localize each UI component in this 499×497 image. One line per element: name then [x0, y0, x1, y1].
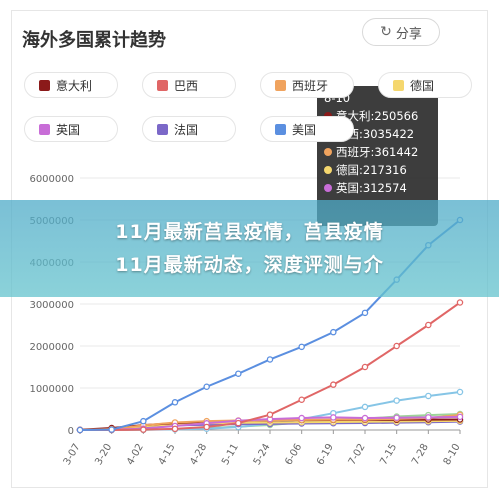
data-point: [171, 425, 179, 433]
series-line: [80, 301, 461, 431]
x-tick-label: 4-02: [125, 442, 146, 467]
tooltip-dot: [324, 184, 332, 192]
legend-item[interactable]: 意大利: [24, 72, 118, 98]
data-point: [330, 328, 337, 336]
data-point: [235, 419, 242, 427]
tooltip-text: 德国:217316: [336, 163, 407, 177]
legend-swatch: [275, 123, 286, 135]
data-point: [203, 423, 210, 431]
data-point: [140, 417, 147, 425]
legend-item[interactable]: 美国: [260, 116, 354, 142]
y-tick-label: 6000000: [29, 174, 74, 185]
legend-item[interactable]: 法国: [142, 116, 236, 142]
data-point: [298, 396, 305, 404]
x-tick-label: 3-07: [62, 442, 83, 467]
y-tick-label: 3000000: [29, 300, 74, 311]
y-tick-label: 1000000: [29, 384, 74, 395]
data-point: [108, 426, 115, 433]
banner-line-1: 11月最新莒县疫情，莒县疫情: [115, 221, 384, 243]
x-tick-label: 6-19: [315, 442, 336, 467]
x-tick-label: 4-28: [188, 442, 209, 467]
legend-swatch: [275, 79, 286, 91]
share-icon: ↻: [380, 24, 392, 40]
data-point: [171, 399, 179, 406]
data-point: [456, 388, 464, 396]
x-tick-label: 3-20: [93, 442, 114, 467]
legend-item[interactable]: 西班牙: [260, 72, 354, 98]
legend-swatch: [157, 123, 168, 135]
data-point: [203, 383, 210, 390]
data-point: [393, 342, 400, 350]
x-tick-label: 8-10: [442, 442, 463, 467]
legend-swatch: [157, 79, 168, 91]
x-tick-label: 5-24: [252, 442, 273, 467]
tooltip-text: 西班牙:361442: [336, 145, 419, 159]
data-point: [330, 381, 337, 388]
y-tick-label: 0: [68, 426, 74, 437]
legend-label: 英国: [56, 122, 81, 137]
data-point: [361, 363, 369, 371]
tooltip-row: 西班牙:361442: [324, 143, 431, 161]
legend-swatch: [393, 79, 404, 91]
tooltip-dot: [324, 148, 332, 156]
data-point: [235, 370, 242, 377]
tooltip-text: 巴西:3035422: [336, 127, 415, 141]
legend-swatch: [39, 79, 50, 91]
x-tick-label: 4-15: [157, 442, 178, 467]
overlay-banner: 11月最新莒县疫情，莒县疫情 11月最新动态，深度评测与介: [0, 200, 499, 297]
data-point: [456, 299, 464, 306]
chart-title: 海外多国累计趋势: [22, 30, 166, 51]
legend-label: 巴西: [174, 78, 199, 93]
share-label: 分享: [395, 26, 422, 42]
y-tick-label: 2000000: [29, 342, 74, 353]
data-point: [393, 397, 400, 404]
x-tick-label: 7-15: [378, 442, 399, 467]
legend-label: 西班牙: [292, 78, 329, 93]
data-point: [361, 403, 369, 411]
data-point: [361, 309, 369, 317]
data-point: [298, 414, 305, 422]
legend-label: 法国: [174, 122, 199, 137]
tooltip-row: 英国:312574: [324, 179, 431, 197]
data-point: [425, 392, 432, 400]
legend-item[interactable]: 英国: [24, 116, 118, 142]
legend-item[interactable]: 德国: [378, 72, 472, 98]
x-tick-label: 7-28: [410, 442, 431, 467]
data-point: [456, 413, 464, 421]
x-tick-label: 6-06: [283, 442, 304, 467]
data-point: [330, 414, 337, 421]
data-point: [425, 414, 432, 421]
legend-swatch: [39, 123, 50, 135]
tooltip-row: 德国:217316: [324, 161, 431, 179]
tooltip-dot: [324, 166, 332, 174]
x-tick-label: 7-02: [347, 442, 368, 467]
data-point: [266, 411, 274, 418]
legend-label: 美国: [292, 122, 317, 137]
share-button[interactable]: ↻ 分享: [362, 18, 440, 46]
data-point: [425, 321, 432, 329]
data-point: [140, 426, 147, 433]
tooltip-text: 英国:312574: [336, 181, 407, 195]
data-point: [393, 414, 400, 421]
data-point: [361, 414, 369, 422]
banner-line-2: 11月最新动态，深度评测与介: [115, 254, 384, 276]
tooltip-text: 意大利:250566: [336, 109, 419, 123]
data-point: [298, 343, 305, 351]
data-point: [266, 356, 274, 363]
legend-item[interactable]: 巴西: [142, 72, 236, 98]
x-tick-label: 5-11: [220, 442, 241, 467]
data-point: [76, 426, 84, 434]
legend-label: 意大利: [56, 78, 93, 93]
legend-label: 德国: [410, 78, 435, 93]
